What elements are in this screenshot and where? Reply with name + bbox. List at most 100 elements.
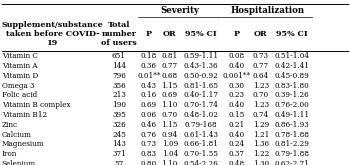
Text: Iron: Iron — [2, 150, 17, 158]
Text: 0.79-168: 0.79-168 — [185, 121, 218, 129]
Text: 0.61-1.43: 0.61-1.43 — [184, 131, 219, 139]
Text: 0.77: 0.77 — [162, 62, 178, 70]
Text: 0.21: 0.21 — [228, 121, 244, 129]
Text: Hospitalization: Hospitalization — [231, 6, 305, 15]
Text: 0.01**: 0.01** — [137, 72, 161, 80]
Text: 0.46: 0.46 — [141, 121, 157, 129]
Text: 395: 395 — [112, 111, 126, 119]
Text: 0.48: 0.48 — [228, 160, 244, 165]
Text: 0.50-0.92: 0.50-0.92 — [184, 72, 219, 80]
Text: P: P — [233, 30, 239, 38]
Text: 0.80: 0.80 — [141, 160, 157, 165]
Text: 1.21: 1.21 — [253, 131, 269, 139]
Text: 0.79-1.88: 0.79-1.88 — [275, 150, 310, 158]
Text: 0.83: 0.83 — [141, 150, 157, 158]
Text: 143: 143 — [112, 140, 126, 148]
Text: 651: 651 — [112, 52, 126, 60]
Text: P: P — [146, 30, 152, 38]
Text: Zinc: Zinc — [2, 121, 18, 129]
Text: 0.70: 0.70 — [162, 111, 178, 119]
Text: 245: 245 — [112, 131, 126, 139]
Text: 0.40: 0.40 — [228, 131, 244, 139]
Text: 0.78-1.88: 0.78-1.88 — [275, 131, 310, 139]
Text: 0.70-1.74: 0.70-1.74 — [184, 101, 219, 109]
Text: 0.48-1.02: 0.48-1.02 — [184, 111, 219, 119]
Text: 0.51-1.04: 0.51-1.04 — [275, 52, 310, 60]
Text: 1.23: 1.23 — [253, 101, 269, 109]
Text: 0.76-2.00: 0.76-2.00 — [275, 101, 310, 109]
Text: 0.43-1.36: 0.43-1.36 — [184, 62, 218, 70]
Text: 1.15: 1.15 — [162, 121, 178, 129]
Text: 0.18: 0.18 — [141, 52, 157, 60]
Text: 213: 213 — [112, 91, 126, 99]
Text: 0.15: 0.15 — [228, 111, 244, 119]
Text: 0.08: 0.08 — [228, 52, 244, 60]
Text: 0.64: 0.64 — [253, 72, 269, 80]
Text: 356: 356 — [112, 82, 126, 89]
Text: Omega 3: Omega 3 — [2, 82, 34, 89]
Text: 0.94: 0.94 — [162, 131, 178, 139]
Text: 0.69: 0.69 — [141, 101, 157, 109]
Text: 1.04: 1.04 — [162, 150, 178, 158]
Text: 0.77: 0.77 — [253, 62, 269, 70]
Text: 0.40-1.17: 0.40-1.17 — [184, 91, 219, 99]
Text: 0.42-1.41: 0.42-1.41 — [275, 62, 310, 70]
Text: 0.66-1.81: 0.66-1.81 — [184, 140, 219, 148]
Text: 0.37: 0.37 — [228, 150, 244, 158]
Text: 0.16: 0.16 — [141, 91, 157, 99]
Text: OR: OR — [254, 30, 267, 38]
Text: 1.29: 1.29 — [253, 121, 269, 129]
Text: 1.10: 1.10 — [162, 101, 178, 109]
Text: 0.73: 0.73 — [141, 140, 157, 148]
Text: OR: OR — [163, 30, 176, 38]
Text: 0.001**: 0.001** — [222, 72, 250, 80]
Text: 0.59-1.11: 0.59-1.11 — [184, 52, 219, 60]
Text: 57: 57 — [114, 160, 124, 165]
Text: Total
number
of users: Total number of users — [101, 21, 137, 47]
Text: Vitamin D: Vitamin D — [2, 72, 38, 80]
Text: Supplement/substance
taken before COVID-
19: Supplement/substance taken before COVID-… — [2, 21, 104, 47]
Text: Severity: Severity — [161, 6, 200, 15]
Text: 144: 144 — [112, 62, 126, 70]
Text: Calcium: Calcium — [2, 131, 31, 139]
Text: 0.40: 0.40 — [228, 62, 244, 70]
Text: 0.49-1.11: 0.49-1.11 — [275, 111, 310, 119]
Text: 0.43: 0.43 — [141, 82, 157, 89]
Text: 0.54-2.26: 0.54-2.26 — [184, 160, 219, 165]
Text: 0.68: 0.68 — [162, 72, 178, 80]
Text: Magnesium: Magnesium — [2, 140, 44, 148]
Text: Vitamin B complex: Vitamin B complex — [2, 101, 70, 109]
Text: 0.74: 0.74 — [253, 111, 269, 119]
Text: 0.86-1.93: 0.86-1.93 — [275, 121, 310, 129]
Text: 1.10: 1.10 — [162, 160, 178, 165]
Text: Vitamin C: Vitamin C — [2, 52, 38, 60]
Text: Selenium: Selenium — [2, 160, 36, 165]
Text: 0.70-1.55: 0.70-1.55 — [184, 150, 219, 158]
Text: 0.81-1.65: 0.81-1.65 — [184, 82, 219, 89]
Text: 326: 326 — [112, 121, 126, 129]
Text: 0.69: 0.69 — [162, 91, 178, 99]
Text: 1.36: 1.36 — [253, 140, 269, 148]
Text: 0.83-1.80: 0.83-1.80 — [275, 82, 310, 89]
Text: 1.22: 1.22 — [253, 150, 269, 158]
Text: 1.15: 1.15 — [162, 82, 178, 89]
Text: 1.23: 1.23 — [253, 82, 269, 89]
Text: 190: 190 — [112, 101, 126, 109]
Text: 0.62-2.71: 0.62-2.71 — [275, 160, 310, 165]
Text: 0.76: 0.76 — [141, 131, 157, 139]
Text: 0.23: 0.23 — [228, 91, 244, 99]
Text: 0.73: 0.73 — [253, 52, 269, 60]
Text: Vitamin B12: Vitamin B12 — [2, 111, 47, 119]
Text: 0.40: 0.40 — [228, 101, 244, 109]
Text: 1.09: 1.09 — [162, 140, 178, 148]
Text: 1.30: 1.30 — [253, 160, 269, 165]
Text: 0.81: 0.81 — [162, 52, 178, 60]
Text: 796: 796 — [112, 72, 126, 80]
Text: 0.30: 0.30 — [228, 82, 244, 89]
Text: 95% CI: 95% CI — [186, 30, 217, 38]
Text: 0.06: 0.06 — [141, 111, 157, 119]
Text: 0.70: 0.70 — [253, 91, 269, 99]
Text: 0.81-2.29: 0.81-2.29 — [275, 140, 310, 148]
Text: 0.24: 0.24 — [228, 140, 244, 148]
Text: 371: 371 — [112, 150, 126, 158]
